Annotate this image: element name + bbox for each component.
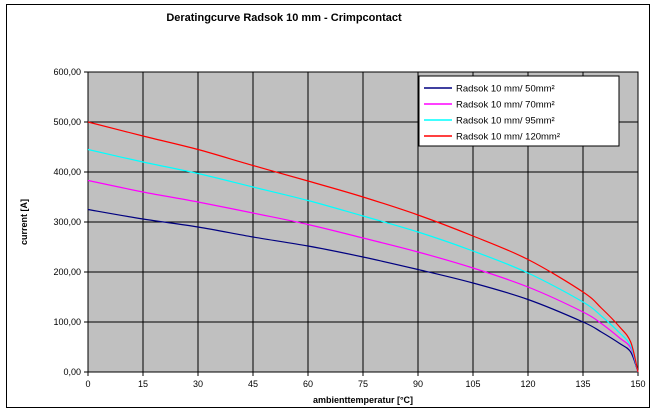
series-line-2	[87, 179, 639, 373]
y-tick-label: 500,00	[53, 117, 81, 127]
legend: Radsok 10 mm/ 50mm² Radsok 10 mm/ 70mm² Ra…	[418, 75, 620, 147]
x-tick-label: 105	[465, 379, 480, 389]
x-tick-label: 120	[520, 379, 535, 389]
x-tick-label: 75	[358, 379, 368, 389]
chart-svg: Deratingcurve Radsok 10 mm - Crimpcontac…	[19, 12, 646, 405]
axis-ticks: 0 15 30 45 60 75 90 105 120 135 150 0,00 100,00 200,0…	[53, 67, 645, 389]
legend-label-3: Radsok 10 mm/ 95mm²	[456, 116, 555, 127]
series-lines	[87, 121, 639, 373]
y-tick-label: 200,00	[53, 267, 81, 277]
x-tick-label: 30	[193, 379, 203, 389]
x-tick-label: 45	[248, 379, 258, 389]
legend-label-4: Radsok 10 mm/ 120mm²	[456, 132, 560, 143]
series-line-1	[87, 208, 639, 373]
y-tick-label: 600,00	[53, 67, 81, 77]
x-tick-label: 60	[303, 379, 313, 389]
chart-area: Deratingcurve Radsok 10 mm - Crimpcontac…	[6, 4, 650, 408]
legend-label-1: Radsok 10 mm/ 50mm²	[456, 84, 555, 95]
legend-label-2: Radsok 10 mm/ 70mm²	[456, 100, 555, 111]
series-line-4	[87, 121, 639, 373]
x-tick-label: 135	[575, 379, 590, 389]
x-tick-label: 150	[630, 379, 645, 389]
y-axis-title: current [A]	[19, 199, 29, 245]
x-tick-label: 0	[85, 379, 90, 389]
y-tick-label: 0,00	[63, 367, 81, 377]
legend-box	[418, 75, 620, 147]
x-axis-title: ambienttemperatur [°C]	[313, 395, 413, 405]
y-tick-label: 300,00	[53, 217, 81, 227]
chart-title: Deratingcurve Radsok 10 mm - Crimpcontac…	[166, 12, 402, 24]
y-tick-label: 100,00	[53, 317, 81, 327]
series-line-3	[87, 148, 639, 373]
x-tick-label: 90	[413, 379, 423, 389]
y-tick-label: 400,00	[53, 167, 81, 177]
x-tick-label: 15	[138, 379, 148, 389]
